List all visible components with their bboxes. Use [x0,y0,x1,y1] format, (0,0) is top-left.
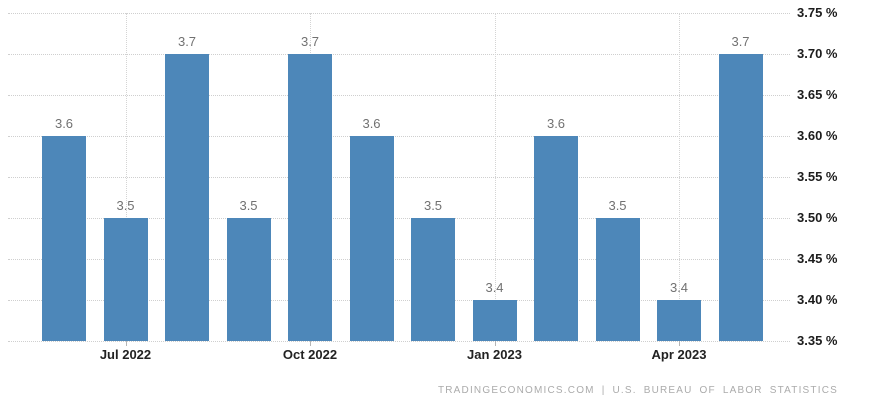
horizontal-gridline [8,259,790,260]
bar-value-label: 3.5 [423,198,443,213]
bar-7[interactable]: 3.5 [411,198,455,341]
vertical-gridline [679,13,680,341]
y-axis-label: 3.35 % [797,333,838,348]
x-axis-label: Apr 2023 [651,347,707,362]
bar-12[interactable]: 3.7 [718,34,763,341]
y-axis-label: 3.65 % [797,87,838,102]
bar-8[interactable]: 3.4 [472,280,517,341]
bar-value-label: 3.5 [608,198,627,213]
horizontal-gridline [8,177,790,178]
bar-value-label: 3.6 [362,116,381,131]
bar-5[interactable]: 3.7 [288,34,332,341]
x-axis-tick [125,341,127,346]
horizontal-gridline [8,300,790,301]
y-axis-label: 3.55 % [797,169,838,184]
bar-3[interactable]: 3.7 [165,34,209,341]
bar-value-label: 3.6 [546,116,566,131]
x-axis-label: Jan 2023 [467,347,522,362]
bar-value-label: 3.7 [177,34,197,49]
x-axis-tick [494,341,496,346]
bar-value-label: 3.6 [54,116,74,131]
horizontal-gridline [8,13,790,14]
bar-11[interactable]: 3.4 [657,280,701,341]
bar-value-label: 3.4 [669,280,689,295]
bar-value-label: 3.4 [485,280,504,295]
horizontal-gridline [8,341,790,342]
bar-6[interactable]: 3.6 [349,116,394,341]
y-axis-label: 3.45 % [797,251,838,266]
x-axis-label: Oct 2022 [282,347,338,362]
horizontal-gridline [8,218,790,219]
bar-9[interactable]: 3.6 [534,116,578,341]
horizontal-gridline [8,136,790,137]
x-axis-tick [310,341,311,346]
y-axis-label: 3.60 % [797,128,838,143]
horizontal-gridline [8,54,790,55]
y-axis-label: 3.75 % [797,5,838,20]
bar-value-label: 3.7 [731,34,750,49]
x-axis-label: Jul 2022 [99,347,152,362]
bar-1[interactable]: 3.6 [42,116,86,341]
vertical-gridline [494,13,496,341]
bar-value-label: 3.5 [239,198,258,213]
bar-2[interactable]: 3.5 [103,198,148,341]
y-axis-label: 3.50 % [797,210,838,225]
chart-attribution: TRADINGECONOMICS.COM | U.S. BUREAU OF LA… [437,385,838,396]
horizontal-gridline [8,95,790,96]
bar-4[interactable]: 3.5 [226,198,271,341]
plot-area: 3.6 3.5 3.7 3.5 3.7 3.6 3.5 3.4 3.6 3.5 3.4 3.7 [8,13,790,342]
bar-value-label: 3.7 [300,34,320,49]
vertical-gridline [125,13,127,341]
y-axis-label: 3.70 % [797,46,838,61]
bar-value-label: 3.5 [116,198,135,213]
bar-10[interactable]: 3.5 [595,198,640,341]
x-axis-tick [679,341,680,346]
y-axis-label: 3.40 % [797,292,838,307]
